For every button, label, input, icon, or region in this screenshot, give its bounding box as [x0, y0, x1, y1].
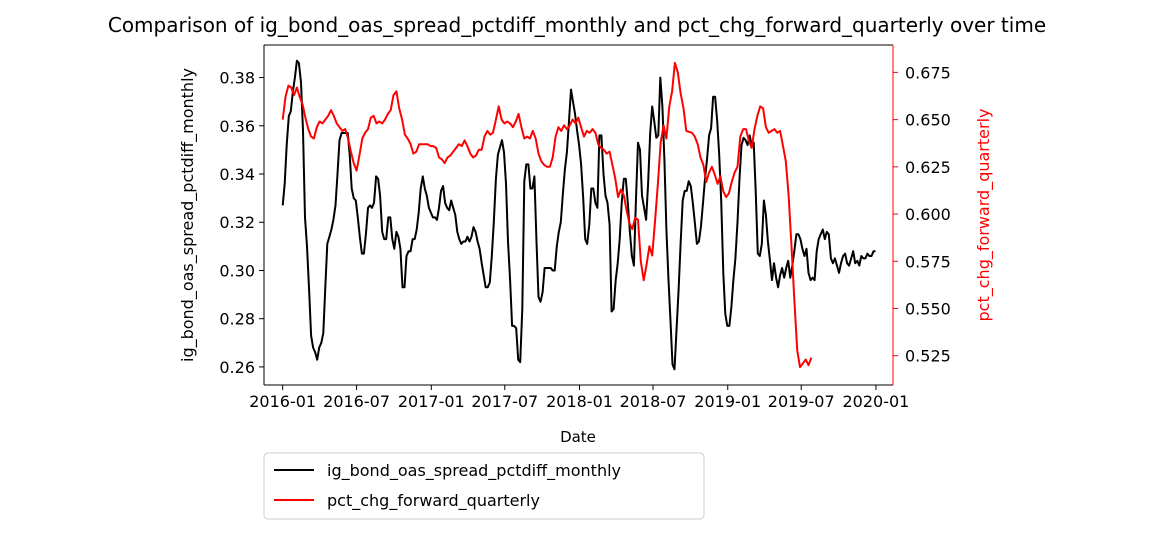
x-axis-label: Date [560, 428, 596, 446]
plot-area: 2016-01 2016-07 2017-01 2017-07 2018-01 2018-… [219, 44, 951, 411]
x-tick-label: 2018-07 [620, 392, 687, 411]
y-left-tick-label: 0.32 [219, 213, 255, 232]
x-tick-label: 2019-07 [768, 392, 835, 411]
y-left-tick-label: 0.28 [219, 310, 255, 329]
series-line-spread [281, 59, 876, 371]
legend-label-spread: ig_bond_oas_spread_pctdiff_monthly [327, 461, 621, 481]
y-left-tick-label: 0.26 [219, 358, 255, 377]
x-tick-label: 2019-01 [694, 392, 761, 411]
x-tick-label: 2016-07 [323, 392, 390, 411]
x-tick-label: 2017-07 [471, 392, 538, 411]
x-tick-label: 2018-01 [546, 392, 613, 411]
y-right-tick-label: 0.625 [905, 158, 951, 177]
x-tick-label: 2016-01 [249, 392, 316, 411]
y-right-tick-label: 0.575 [905, 252, 951, 271]
y-right-tick-label: 0.550 [905, 300, 951, 319]
y-axis-left-label: ig_bond_oas_spread_pctdiff_monthly [178, 68, 198, 362]
y-left-tick-label: 0.38 [219, 69, 255, 88]
y-right-tick-label: 0.650 [905, 111, 951, 130]
series-line-forward [281, 61, 813, 369]
y-axis-right-label: pct_chg_forward_quarterly [974, 109, 994, 322]
chart-title: Comparison of ig_bond_oas_spread_pctdiff… [108, 13, 1046, 37]
x-tick-label: 2020-01 [843, 392, 910, 411]
x-tick-label: 2017-01 [398, 392, 465, 411]
legend-label-forward: pct_chg_forward_quarterly [327, 491, 540, 511]
y-left-tick-label: 0.34 [219, 165, 255, 184]
y-right-tick-label: 0.675 [905, 63, 951, 82]
y-left-tick-label: 0.36 [219, 117, 255, 136]
y-right-tick-label: 0.600 [905, 205, 951, 224]
legend: ig_bond_oas_spread_pctdiff_monthly pct_c… [263, 452, 705, 520]
legend-box [263, 452, 705, 520]
y-right-tick-label: 0.525 [905, 347, 951, 366]
y-left-tick-label: 0.30 [219, 261, 255, 280]
